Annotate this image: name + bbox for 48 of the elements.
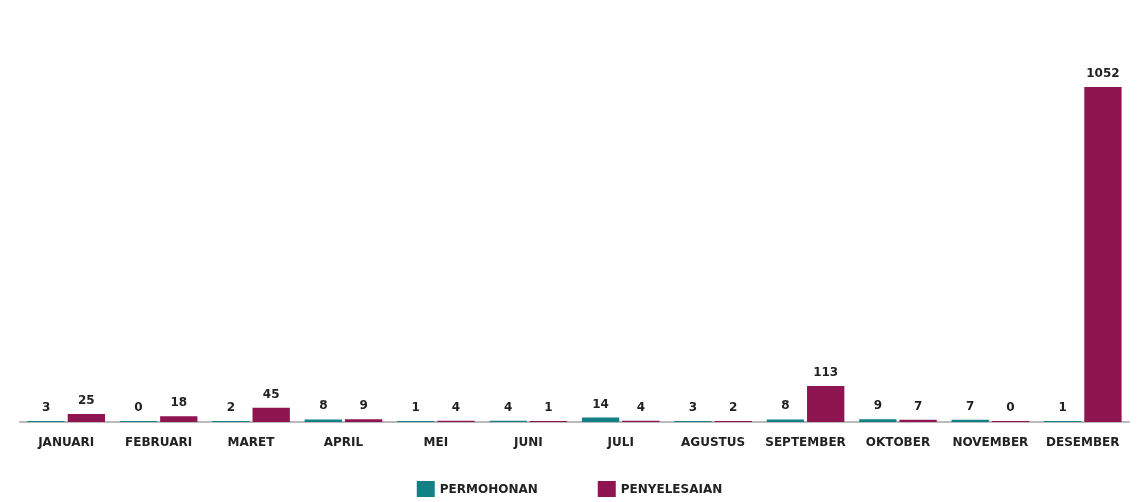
- x-tick-label: AGUSTUS: [681, 435, 746, 449]
- data-label: 14: [592, 396, 609, 411]
- bar: [160, 416, 198, 422]
- x-tick-label: JANUARI: [37, 435, 95, 449]
- legend-label: PENYELESAIAN: [620, 482, 723, 496]
- bar: [807, 386, 845, 422]
- data-label: 0: [134, 400, 143, 414]
- data-label: 113: [813, 365, 839, 380]
- data-label: 8: [319, 398, 328, 413]
- x-tick-label: MEI: [423, 435, 449, 449]
- bar: [1084, 87, 1122, 422]
- data-label: 3: [688, 400, 698, 414]
- bar: [67, 414, 106, 422]
- x-tick-label: FEBRUARI: [125, 435, 193, 449]
- data-label: 9: [359, 398, 368, 413]
- data-label: 1: [411, 400, 420, 414]
- data-label: 4: [636, 399, 646, 414]
- data-label: 18: [170, 395, 188, 410]
- x-tick-label: OKTOBER: [865, 435, 931, 449]
- data-label: 4: [451, 399, 461, 414]
- data-label: 45: [262, 386, 280, 401]
- bar: [766, 419, 805, 422]
- data-label: 8: [781, 398, 790, 413]
- data-label: 25: [78, 393, 95, 408]
- x-tick-label: MARET: [227, 435, 276, 449]
- x-tick-label: NOVEMBER: [952, 435, 1029, 449]
- bar: [859, 419, 897, 422]
- bar: [252, 407, 290, 422]
- data-label: 4: [503, 399, 513, 414]
- data-label: 7: [913, 398, 923, 413]
- bar: [304, 419, 342, 422]
- x-tick-label: SEPTEMBER: [765, 435, 846, 449]
- data-label: 3: [41, 400, 51, 414]
- data-label: 1052: [1086, 66, 1120, 81]
- x-tick-label: JULI: [606, 435, 634, 449]
- data-label: 7: [966, 398, 975, 413]
- x-tick-label: JUNI: [512, 435, 543, 449]
- data-label: 9: [873, 398, 882, 413]
- bar: [899, 419, 937, 422]
- legend-label: PERMOHONAN: [439, 482, 538, 496]
- data-label: 1: [544, 400, 553, 414]
- data-label: 1: [1058, 400, 1067, 414]
- data-label: 2: [729, 400, 738, 414]
- x-tick-label: DESEMBER: [1046, 435, 1120, 449]
- bar: [344, 419, 383, 422]
- data-label: 0: [1006, 400, 1015, 414]
- data-label: 2: [226, 400, 236, 414]
- x-tick-label: APRIL: [323, 435, 364, 449]
